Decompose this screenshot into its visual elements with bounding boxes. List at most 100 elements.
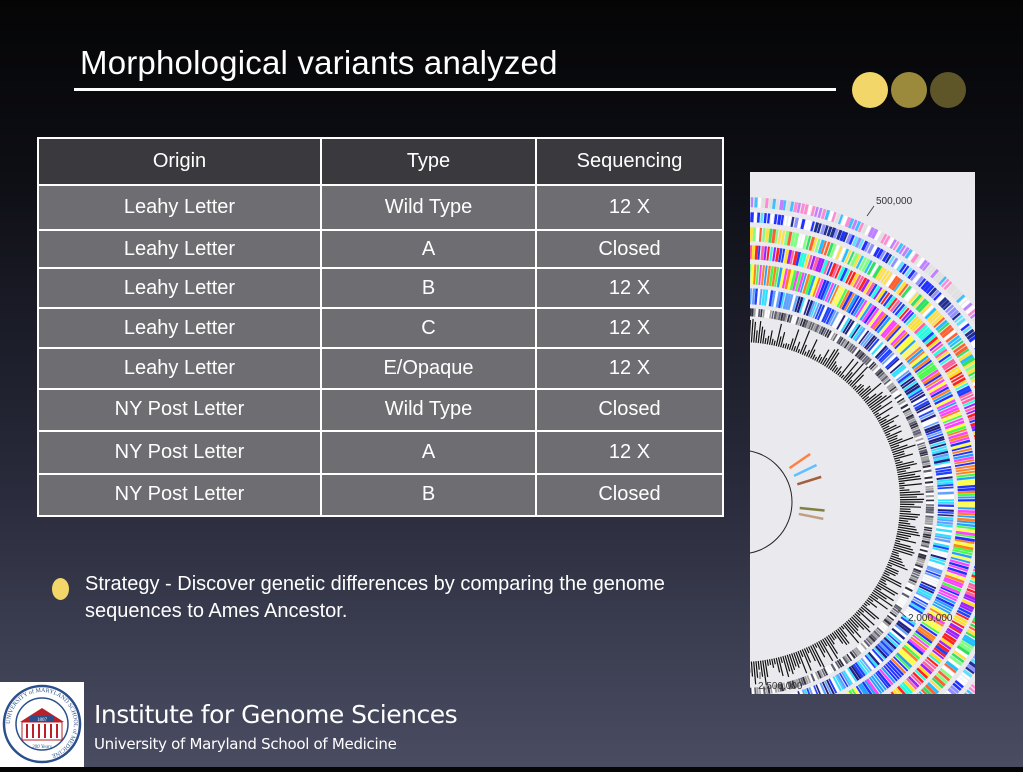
genome-skew-spike [886,566,898,571]
genome-skew-spike [774,341,775,346]
genome-skew-spike [789,654,794,670]
genome-skew-spike [751,662,752,677]
genome-skew-spike [756,661,758,678]
genome-ring-segment [753,227,756,241]
cell-type: A [321,431,536,474]
genome-label-2m: 2,000,000 [908,613,953,624]
cell-sequencing: 12 X [536,431,723,474]
cell-type: E/Opaque [321,348,536,388]
genome-ring-segment [772,199,776,209]
genome-skew-spike [798,349,799,353]
genome-skew-spike [830,361,836,369]
genome-skew-spike [754,661,756,684]
genome-ring-segment [926,497,934,499]
genome-ring-segment [762,228,766,242]
genome-skew-spike [815,644,817,648]
genome-ring-segment [776,199,780,209]
genome-ring-segment [757,213,760,223]
genome-skew-spike [899,484,922,486]
genome-ring-segment [751,308,754,316]
genome-ring-segment [958,493,975,496]
genome-ring-segment [761,198,765,208]
logo-years: 200 Years [32,745,52,750]
genome-ring-segment [768,198,772,208]
genome-ring-segment [765,198,769,208]
table-row: NY Post Letter B Closed [38,474,723,516]
genome-skew-spike [887,564,891,566]
cell-sequencing: 12 X [536,308,723,348]
genome-ring-segment [753,309,755,317]
genome-skew-spike [778,657,783,676]
genome-skew-spike [872,592,892,606]
header-sequencing: Sequencing [536,138,723,185]
genome-skew-spike [900,511,911,512]
cell-sequencing: Closed [536,230,723,268]
genome-ring-segment [938,512,954,514]
genome-ring-segment [762,309,764,317]
genome-feature-mark [800,508,825,510]
genome-skew-spike [889,439,902,444]
genome-ring-segment [767,213,770,223]
genome-skew-spike [836,366,842,373]
table-row: Leahy Letter C 12 X [38,308,723,348]
genome-skew-spike [783,344,784,348]
genome-ring-segment [926,511,934,514]
genome-map-figure: 500,000 2,000,000 2,500,000 [750,172,975,694]
genome-skew-spike [899,520,908,521]
genome-ring-segment [756,228,760,242]
genome-ring-segment [771,311,774,319]
genome-ring-segment [937,486,953,489]
genome-skew-spike [827,637,838,654]
genome-skew-spike [761,661,763,677]
genome-skew-spike [885,571,896,576]
genome-skew-spike [785,656,790,672]
genome-skew-spike [900,513,920,514]
genome-ring-segment [750,227,753,241]
genome-ring-segment [750,288,752,304]
genome-ring-segment [756,309,758,317]
genome-skew-spike [772,339,773,345]
genome-ring-segment [926,504,934,506]
genome-ring-segment [752,245,755,259]
genome-skew-spike [770,659,771,665]
genome-ring-segment [926,490,934,493]
genome-skew-spike [765,338,766,344]
cell-origin: Leahy Letter [38,348,321,388]
genome-ring-segment [787,216,791,226]
org-name: Institute for Genome Sciences [94,700,457,729]
genome-skew-spike [774,658,775,664]
genome-ring-segment [754,212,757,222]
genome-skew-spike [836,630,847,645]
genome-ring-segment [926,509,934,511]
cell-type: B [321,268,536,308]
genome-skew-spike [896,538,916,543]
genome-ring-segment [958,502,975,505]
genome-ring-segment [750,212,754,222]
genome-skew-spike [899,518,915,520]
cell-origin: NY Post Letter [38,389,321,431]
genome-ring-segment [938,499,954,501]
genome-feature-mark [797,477,821,484]
genome-skew-spike [751,319,753,342]
genome-ring-segment [938,504,954,507]
genome-ring-segment [754,197,758,207]
genome-skew-spike [763,330,765,344]
genome-skew-spike [877,417,881,419]
table-row: Leahy Letter A Closed [38,230,723,268]
genome-ring-segment [958,505,975,507]
genome-ring-segment [925,483,933,486]
genome-ring-segment [938,489,954,492]
genome-ring-segment [926,506,934,508]
genome-ring-segment [938,509,954,512]
genome-skew-spike [897,471,906,473]
genome-skew-spike [841,375,844,378]
genome-skew-spike [841,626,844,629]
decorative-dots [852,72,972,108]
genome-ring-segment [784,216,788,226]
genome-ring-segment [938,492,954,495]
genome-skew-spike [877,585,895,596]
strategy-text: Strategy - Discover genetic differences … [85,571,685,625]
genome-ring-segment [754,687,756,694]
cell-sequencing: Closed [536,474,723,516]
cell-origin: Leahy Letter [38,185,321,230]
